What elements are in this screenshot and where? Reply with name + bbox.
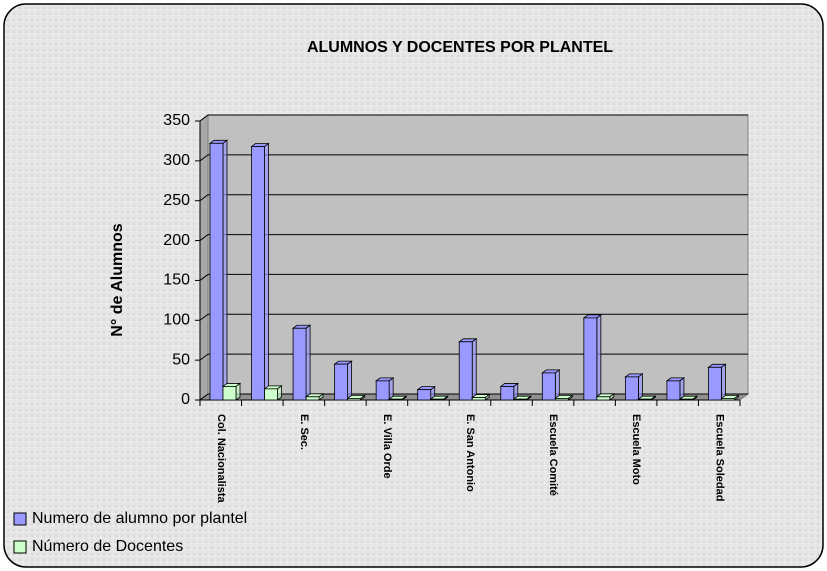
bar: [596, 396, 611, 401]
grid-line: [199, 393, 748, 401]
grid-line: [199, 154, 748, 162]
bar-side: [222, 139, 228, 401]
bar: [708, 366, 722, 401]
bar: [554, 398, 569, 401]
bar: [513, 398, 528, 401]
y-axis-label: N° de Alumnos: [109, 223, 126, 336]
plot-wall: [207, 114, 749, 395]
grid-line: [199, 353, 748, 361]
y-tick-label: 150: [163, 272, 190, 289]
bar: [388, 398, 403, 401]
bar: [637, 398, 652, 401]
x-tick-label: Col. Nacionalista: [215, 414, 227, 504]
x-tick-label: E. San Antonio: [464, 414, 476, 492]
y-tick-label: 50: [172, 351, 190, 368]
bar: [334, 363, 349, 401]
bar: [264, 388, 278, 401]
bar: [347, 398, 362, 401]
bar-side: [264, 142, 269, 401]
bar: [292, 327, 307, 401]
x-tick-label: Escuela Moto: [630, 414, 642, 485]
x-tick-label: E. Sec.: [298, 414, 310, 450]
y-tick-label: 100: [163, 312, 190, 329]
bar: [251, 146, 265, 401]
bar: [721, 398, 735, 401]
bar: [222, 386, 237, 401]
bar: [458, 341, 473, 401]
legend: Numero de alumno por plantel Número de Do…: [13, 510, 247, 555]
bar-side: [721, 363, 726, 401]
bar: [500, 386, 515, 401]
y-tick-label: 200: [163, 232, 190, 249]
bar: [209, 142, 224, 401]
bar: [471, 397, 486, 401]
grid-line: [199, 194, 748, 202]
chart-title: ALUMNOS Y DOCENTES POR PLANTEL: [307, 39, 613, 56]
x-tick-label: E. Villa Orde: [381, 414, 393, 479]
bar: [375, 380, 390, 401]
bar-side: [347, 360, 353, 401]
bar-side: [637, 373, 643, 401]
y-tick-label: 250: [163, 192, 190, 209]
x-tick-label: Escuela Comité: [547, 414, 559, 496]
grid-line: [199, 313, 748, 321]
legend-label: Numero de alumno por plantel: [32, 510, 247, 527]
bar: [541, 372, 556, 401]
legend-label: Número de Docentes: [32, 538, 183, 555]
bar: [430, 398, 445, 401]
y-tick-label: 0: [181, 391, 190, 408]
grid-line: [199, 114, 748, 122]
legend-swatch: [13, 512, 27, 526]
y-tick-label: 300: [163, 152, 190, 169]
grid-line: [199, 273, 748, 281]
x-tick-label: Escuela Soledad: [713, 414, 725, 501]
grid-line: [199, 234, 748, 241]
bar-side: [596, 314, 602, 401]
y-tick-label: 350: [163, 112, 190, 129]
bar-side: [277, 385, 282, 401]
bar: [666, 380, 681, 401]
bar: [583, 317, 598, 401]
bar-side: [471, 338, 477, 401]
bar: [679, 398, 694, 401]
bar: [417, 389, 432, 401]
bar: [624, 376, 639, 401]
bar-side: [235, 382, 241, 401]
bar: [305, 396, 320, 401]
legend-swatch: [13, 540, 27, 554]
bar-side: [305, 324, 311, 401]
